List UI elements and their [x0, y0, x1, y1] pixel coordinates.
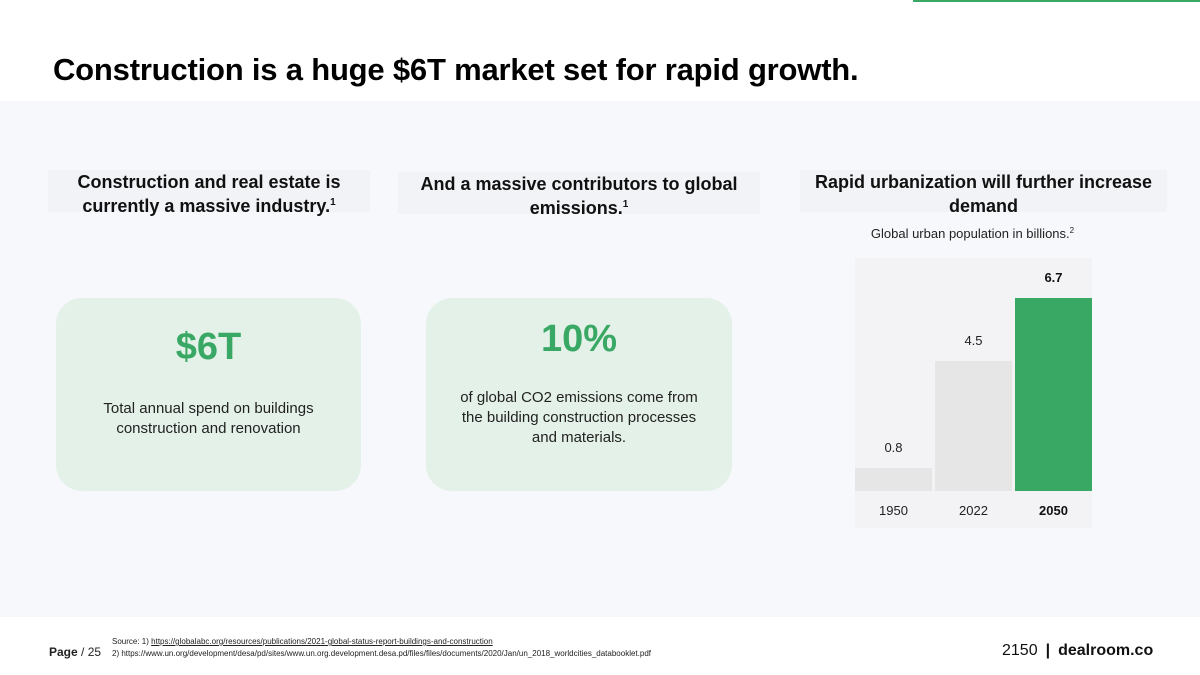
- footnote-marker: 2: [1069, 226, 1075, 235]
- logo-2150: 2150: [1002, 642, 1038, 659]
- bar-1950: [855, 468, 932, 491]
- source-prefix: Source: 1): [112, 637, 149, 646]
- stat-description: Total annual spend on buildings construc…: [103, 400, 314, 437]
- column-heading-text: Rapid urbanization will further increase…: [814, 172, 1153, 216]
- stat-card-market-size: $6T Total annual spend on buildings cons…: [56, 298, 361, 491]
- brand-logo: 2150 | dealroom.co: [1002, 642, 1153, 660]
- page-title: Construction is a huge $6T market set fo…: [53, 52, 859, 87]
- x-tick-label-2022: 2022: [959, 503, 988, 518]
- stat-card-emissions: 10% of global CO2 emissions come from th…: [426, 298, 732, 491]
- page-label: Page: [49, 645, 78, 659]
- footnote-marker: 1: [622, 199, 629, 210]
- data-label-2050: 6.7: [1044, 270, 1063, 285]
- footnote-marker: 1: [330, 197, 336, 208]
- stat-description: of global CO2 emissions come from the bu…: [460, 389, 698, 446]
- source-line-1: Source: 1) https://globalabc.org/resourc…: [112, 636, 651, 648]
- logo-box: [986, 632, 1176, 670]
- x-tick-label-2050: 2050: [1039, 503, 1068, 518]
- column-heading-urbanization: Rapid urbanization will further increase…: [800, 170, 1167, 216]
- source-line-2: 2) https://www.un.org/development/desa/p…: [112, 649, 651, 658]
- chart-subtitle: Global urban population in billions.2: [800, 226, 1145, 241]
- column-heading-text: Construction and real estate is currentl…: [77, 172, 341, 216]
- title-band: [40, 40, 1160, 100]
- data-label-1950: 0.8: [884, 440, 903, 455]
- bar-2050: [1015, 298, 1092, 491]
- page-total: / 25: [81, 645, 102, 659]
- column-heading-text: And a massive contributors to global emi…: [420, 174, 738, 218]
- stat-value: 10%: [540, 318, 618, 360]
- bar-2022: [935, 361, 1012, 491]
- source-notes: Source: 1) https://globalabc.org/resourc…: [112, 636, 651, 660]
- data-label-2022: 4.5: [964, 333, 983, 348]
- x-tick-label-1950: 1950: [879, 503, 908, 518]
- logo-separator: |: [1045, 642, 1051, 659]
- stat-value: $6T: [175, 326, 242, 368]
- page-number: Page / 25: [49, 645, 101, 659]
- top-accent-line: [913, 0, 1200, 2]
- column-heading-emissions: And a massive contributors to global emi…: [398, 172, 760, 218]
- chart-subtitle-text: Global urban population in billions.: [870, 226, 1070, 241]
- logo-dealroom: dealroom.co: [1058, 642, 1154, 659]
- source-link-1[interactable]: https://globalabc.org/resources/publicat…: [151, 637, 493, 646]
- column-heading-industry: Construction and real estate is currentl…: [48, 170, 370, 216]
